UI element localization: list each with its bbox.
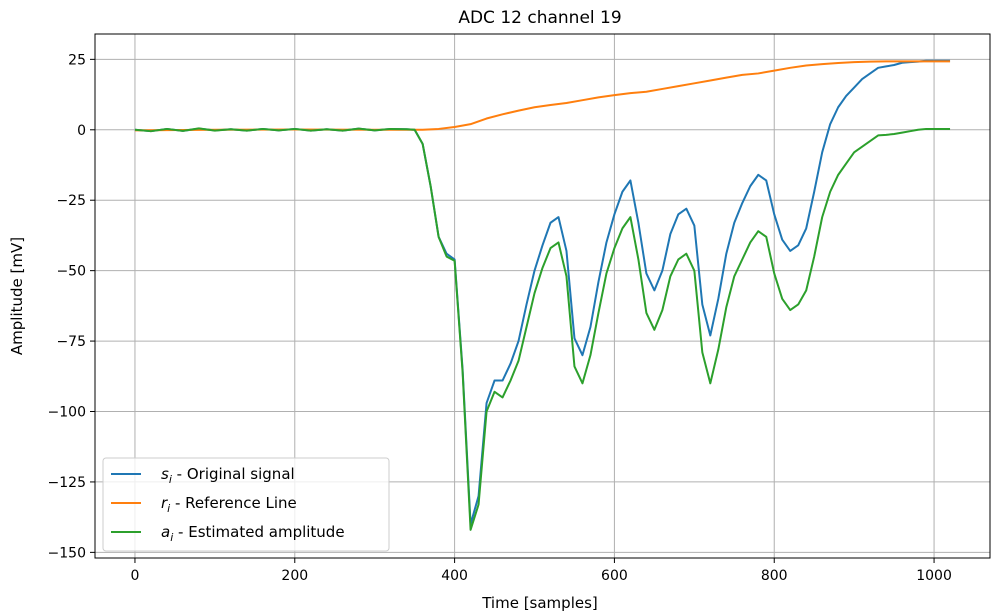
y-tick-label: 25 [68,52,86,68]
y-tick-label: −75 [56,334,86,350]
legend: si - Original signal ri - Reference Line a… [102,457,390,552]
x-tick-label: 1000 [916,568,952,584]
y-tick-label: −150 [48,545,86,561]
series-lines [134,59,951,531]
y-tick-label: 0 [77,123,86,139]
x-tick-label: 400 [441,568,468,584]
series-line-2 [134,127,951,531]
x-tick-label: 200 [281,568,308,584]
plot-frame [94,33,991,559]
legend-label-0: si - Original signal [161,465,295,486]
x-tick-label: 0 [130,568,139,584]
legend-box [102,457,390,552]
y-axis-label: Amplitude [mV] [8,237,26,355]
series-line-1 [134,60,951,132]
x-tick-label: 600 [601,568,628,584]
x-axis-label: Time [samples] [481,594,598,612]
y-tick-label: −25 [56,193,86,209]
legend-label-1: ri - Reference Line [161,494,297,515]
y-tick-label: −125 [48,475,86,491]
chart-title: ADC 12 channel 19 [458,8,621,28]
legend-label-2: ai - Estimated amplitude [161,523,345,544]
axis-ticks: 0 200 400 600 800 1000 25 0 −25 −50 −75 −100 −125 −15… [48,52,952,584]
y-tick-label: −50 [56,264,86,280]
x-tick-label: 800 [761,568,788,584]
y-tick-label: −100 [48,405,86,421]
